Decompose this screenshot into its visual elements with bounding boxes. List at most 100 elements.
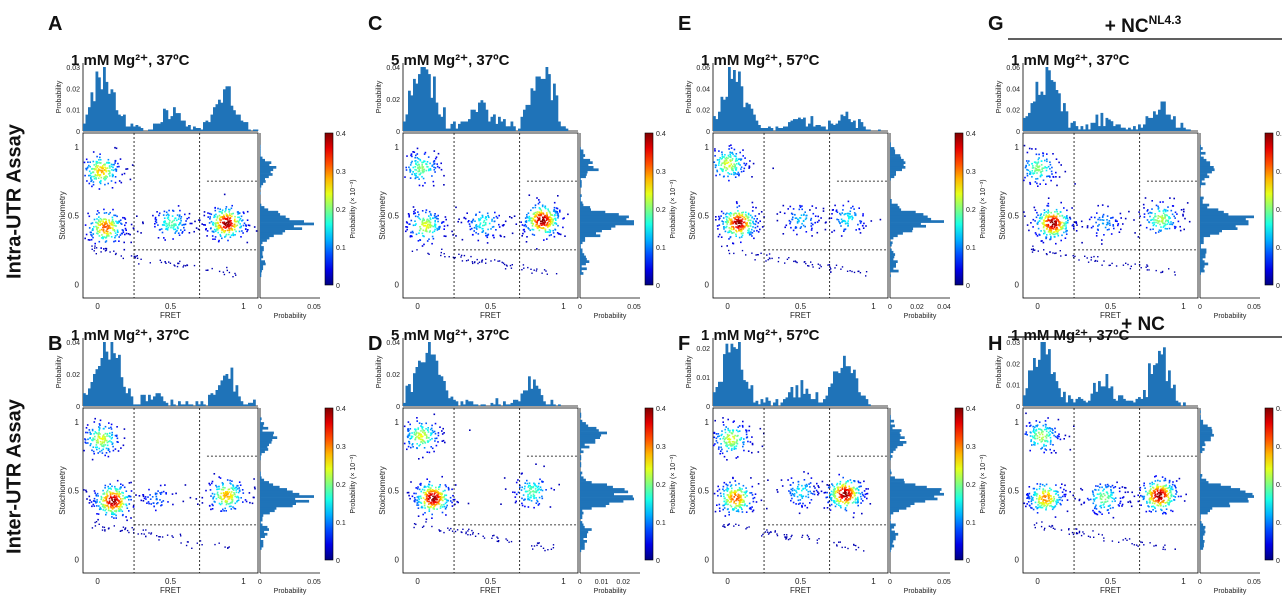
- density-point: [97, 436, 100, 438]
- right-hist-bar: [580, 215, 629, 219]
- density-point: [95, 253, 97, 255]
- density-point: [1153, 219, 1155, 221]
- density-point: [184, 265, 187, 267]
- density-point: [432, 498, 434, 501]
- density-point: [1161, 271, 1164, 273]
- density-point: [427, 489, 429, 491]
- top-hist-bar: [100, 89, 104, 131]
- density-point: [1040, 164, 1043, 166]
- density-point: [85, 427, 88, 429]
- top-hist-bar: [173, 107, 176, 131]
- density-point: [844, 222, 847, 225]
- density-point: [784, 226, 786, 229]
- density-point: [419, 495, 421, 498]
- density-point: [161, 224, 164, 226]
- density-point: [429, 169, 432, 171]
- density-point: [110, 224, 113, 226]
- density-point: [228, 221, 230, 224]
- density-point: [558, 233, 561, 235]
- density-point: [104, 177, 106, 179]
- density-point: [97, 232, 99, 235]
- density-point: [125, 516, 127, 518]
- density-point: [88, 170, 91, 173]
- density-point: [1161, 219, 1163, 221]
- density-point: [1173, 271, 1176, 273]
- density-point: [840, 225, 842, 227]
- density-point: [455, 235, 457, 237]
- density-point: [425, 486, 427, 488]
- right-hist-bar: [260, 208, 269, 212]
- density-point: [431, 424, 433, 427]
- right-hist-bar: [1200, 241, 1204, 245]
- density-point: [552, 224, 555, 226]
- density-point: [246, 230, 248, 233]
- density-point: [122, 494, 124, 497]
- density-point: [738, 219, 741, 222]
- density-point: [441, 493, 443, 495]
- density-point: [1117, 223, 1120, 225]
- density-point: [728, 155, 730, 158]
- density-point: [165, 211, 168, 214]
- density-point: [101, 442, 103, 445]
- density-point: [428, 508, 431, 511]
- density-point: [1158, 220, 1160, 223]
- density-point: [749, 219, 752, 222]
- density-point: [1119, 212, 1122, 215]
- density-point: [122, 257, 124, 260]
- density-point: [441, 248, 443, 250]
- density-point: [210, 220, 213, 223]
- density-point: [423, 168, 426, 171]
- density-point: [1057, 224, 1060, 226]
- density-point: [1047, 175, 1049, 177]
- density-point: [225, 215, 228, 217]
- density-point: [229, 209, 231, 211]
- right-hist-bar: [260, 232, 283, 235]
- density-point: [90, 238, 93, 241]
- density-point: [552, 229, 554, 232]
- density-point: [123, 428, 126, 430]
- density-point: [114, 253, 117, 256]
- top-hist-tick: 0.06: [1006, 65, 1020, 72]
- density-point: [733, 155, 736, 157]
- top-hist-bar: [1188, 129, 1191, 131]
- density-point: [543, 224, 546, 226]
- density-point: [1111, 262, 1113, 265]
- density-point: [201, 496, 204, 499]
- top-hist-bar: [1025, 116, 1029, 131]
- density-point: [1101, 216, 1104, 218]
- density-point: [431, 499, 433, 501]
- right-hist-bar: [890, 170, 896, 174]
- right-hist-bar: [580, 220, 634, 223]
- top-hist-bar: [795, 119, 799, 131]
- density-point: [1182, 213, 1184, 216]
- density-point: [733, 216, 735, 219]
- density-point: [85, 489, 87, 492]
- density-point: [104, 425, 107, 428]
- density-point: [110, 437, 113, 440]
- density-point: [152, 502, 155, 504]
- density-point: [1159, 215, 1161, 218]
- density-point: [741, 225, 744, 228]
- density-point: [1060, 228, 1062, 231]
- density-point: [105, 511, 108, 514]
- density-point: [120, 447, 122, 449]
- density-point: [428, 503, 430, 505]
- density-point: [220, 219, 222, 221]
- density-point: [84, 441, 87, 444]
- density-point: [238, 219, 241, 221]
- density-point: [108, 502, 110, 504]
- density-point: [811, 235, 813, 237]
- density-point: [108, 170, 111, 172]
- top-hist-bar: [198, 128, 201, 131]
- density-point: [432, 161, 435, 163]
- density-point: [1041, 240, 1043, 242]
- density-point: [411, 235, 413, 238]
- density-point: [98, 508, 101, 511]
- density-point: [1044, 166, 1047, 169]
- density-point: [101, 505, 104, 508]
- density-point: [523, 230, 526, 233]
- density-point: [538, 199, 540, 201]
- density-point: [1164, 213, 1166, 216]
- density-point: [546, 218, 549, 220]
- top-hist-bar: [93, 374, 96, 406]
